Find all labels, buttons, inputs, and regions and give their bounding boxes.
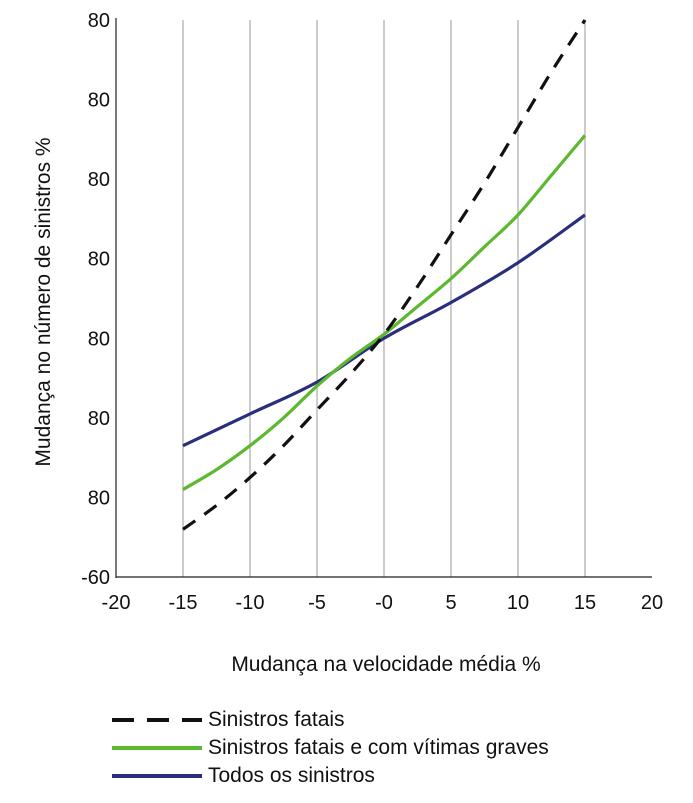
x-tick-label: 20 [641, 592, 663, 614]
y-tick-label: 80 [88, 10, 110, 32]
x-tick-label: -10 [236, 592, 265, 614]
legend: Sinistros fatais Sinistros fatais e com … [112, 706, 549, 790]
x-tick-label: -20 [102, 592, 131, 614]
y-tick-label: -60 [81, 567, 110, 589]
line-chart: -20 -15 -10 -5 -0 5 10 15 20 -60 80 80 80 80 80 80 80 M… [32, 10, 664, 676]
vertical-gridlines [182, 20, 586, 577]
y-tick-label: 80 [88, 328, 110, 350]
x-tick-label: 10 [507, 592, 529, 614]
series-line-1 [182, 134, 587, 491]
legend-label: Sinistros fatais e com vítimas graves [208, 736, 549, 759]
legend-label: Sinistros fatais [208, 708, 345, 731]
legend-label: Todos os sinistros [208, 764, 375, 787]
legend-item-all: Todos os sinistros [112, 762, 549, 790]
y-tick-labels: -60 80 80 80 80 80 80 80 [81, 10, 110, 589]
y-tick-label: 80 [88, 408, 110, 430]
legend-item-fatal-serious: Sinistros fatais e com vítimas graves [112, 734, 549, 762]
x-tick-label: 5 [445, 592, 456, 614]
axes [115, 18, 652, 578]
y-axis-title: Mudança no número de sinistros % [32, 137, 55, 466]
y-tick-label: 80 [88, 487, 110, 509]
legend-item-fatal: Sinistros fatais [112, 706, 549, 734]
legend-swatch-blue [112, 774, 202, 778]
x-tick-label: -5 [308, 592, 326, 614]
legend-swatch-dashed [112, 718, 202, 722]
x-tick-label: -15 [169, 592, 198, 614]
y-tick-label: 80 [88, 90, 110, 112]
series-line-2 [182, 213, 586, 448]
y-tick-label: 80 [88, 249, 110, 271]
legend-swatch-green [112, 746, 202, 750]
series-line-0 [182, 19, 587, 531]
y-tick-label: 80 [88, 169, 110, 191]
x-tick-labels: -20 -15 -10 -5 -0 5 10 15 20 [102, 592, 664, 614]
x-tick-label: -0 [375, 592, 393, 614]
data-series [182, 19, 587, 531]
x-tick-label: 15 [574, 592, 596, 614]
x-axis-title: Mudança na velocidade média % [231, 653, 540, 676]
